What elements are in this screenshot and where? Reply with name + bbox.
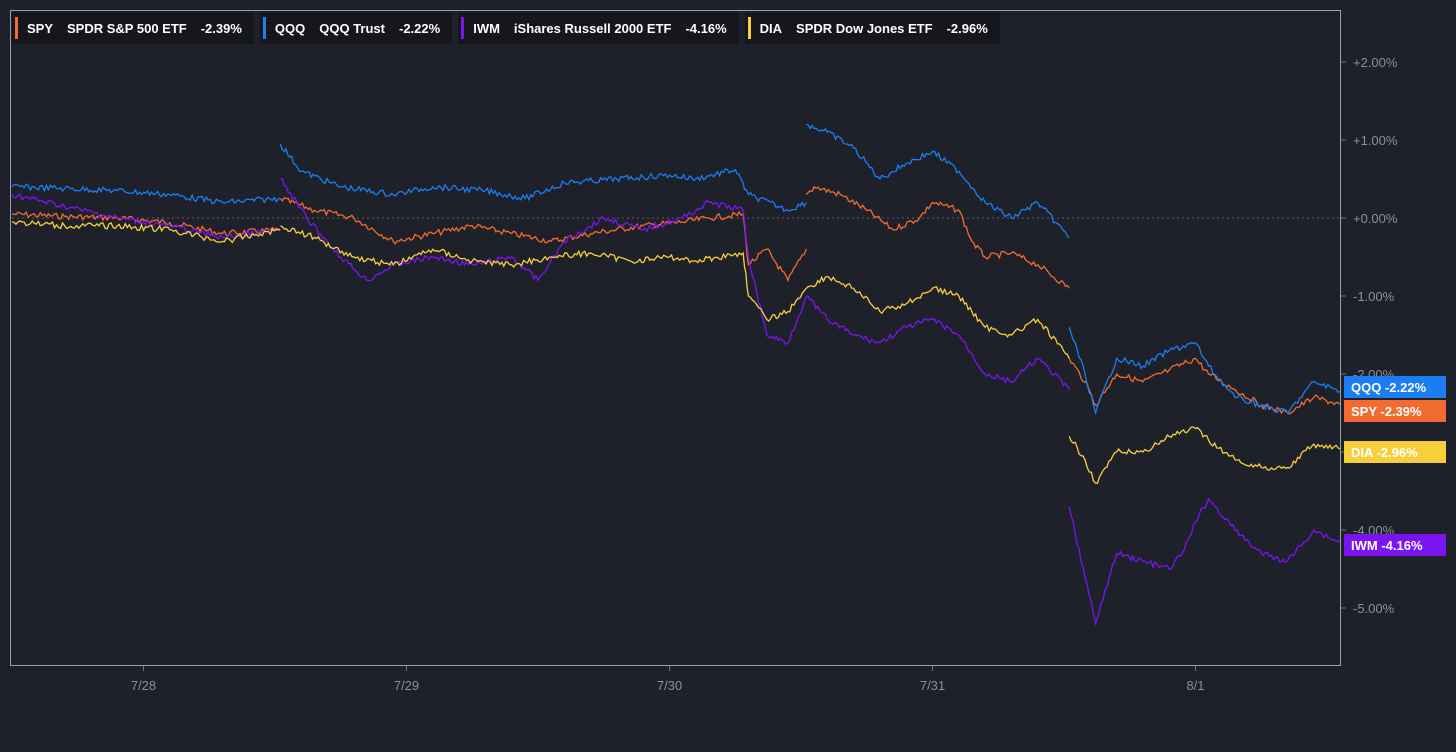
x-tick-label: 7/28	[131, 678, 156, 693]
series-line-dia	[11, 219, 1341, 484]
legend-name: SPDR S&P 500 ETF	[67, 20, 187, 36]
y-tick-label: +0.00%	[1353, 211, 1398, 226]
end-label-iwm: IWM -4.16%	[1344, 534, 1446, 556]
y-tick-label: -1.00%	[1353, 289, 1395, 304]
series-line-iwm	[11, 178, 1341, 627]
end-label-text: DIA -2.96%	[1351, 445, 1418, 460]
end-label-qqq: QQQ -2.22%	[1344, 376, 1446, 398]
y-tick-label: +1.00%	[1353, 133, 1398, 148]
legend-ticker: IWM	[473, 20, 500, 36]
legend-name: SPDR Dow Jones ETF	[796, 20, 933, 36]
legend-name: QQQ Trust	[319, 20, 385, 36]
end-label-bg	[1344, 441, 1446, 463]
x-tick-label: 7/31	[920, 678, 945, 693]
series-line-spy	[12, 185, 1341, 415]
end-label-spy: SPY -2.39%	[1344, 400, 1446, 422]
legend-swatch-spy	[15, 17, 18, 39]
series-line-qqq	[11, 123, 1341, 416]
end-label-bg	[1344, 400, 1446, 422]
legend-ticker: QQQ	[274, 20, 306, 36]
legend-item-spy[interactable]: SPY SPDR S&P 500 ETF -2.39%	[12, 12, 254, 44]
legend-ticker: SPY	[27, 20, 54, 36]
legend-change: -2.96%	[946, 20, 988, 36]
legend-swatch-dia	[747, 17, 751, 39]
legend-change: -2.22%	[399, 20, 441, 36]
end-label-text: IWM -4.16%	[1351, 538, 1423, 553]
legend-item-iwm[interactable]: IWM iShares Russell 2000 ETF -4.16%	[458, 12, 739, 44]
legend-item-dia[interactable]: DIA SPDR Dow Jones ETF -2.96%	[744, 12, 1000, 44]
end-label-bg	[1344, 376, 1446, 398]
end-label-dia: DIA -2.96%	[1344, 441, 1446, 463]
legend-item-qqq[interactable]: QQQ QQQ Trust -2.22%	[259, 12, 453, 44]
legend-ticker: DIA	[759, 20, 783, 36]
y-tick-label: -5.00%	[1353, 601, 1395, 616]
legend: SPY SPDR S&P 500 ETF -2.39% QQQ QQQ Trus…	[12, 12, 1000, 44]
end-label-bg	[1344, 534, 1446, 556]
end-label-text: SPY -2.39%	[1351, 404, 1422, 419]
plot-area	[10, 10, 1341, 666]
end-label-text: QQQ -2.22%	[1351, 380, 1427, 395]
x-tick-label: 7/29	[394, 678, 419, 693]
y-tick-label: +2.00%	[1353, 55, 1398, 70]
legend-change: -2.39%	[200, 20, 242, 36]
legend-name: iShares Russell 2000 ETF	[513, 20, 672, 36]
legend-swatch-qqq	[262, 17, 266, 39]
x-tick-label: 7/30	[657, 678, 682, 693]
x-tick-label: 8/1	[1186, 678, 1204, 693]
legend-swatch-iwm	[461, 17, 465, 39]
legend-change: -4.16%	[685, 20, 727, 36]
